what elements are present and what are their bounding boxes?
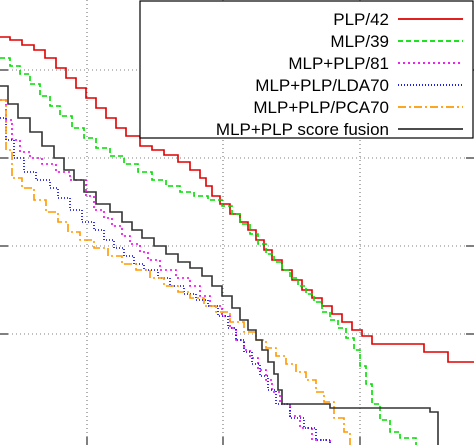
legend-label-6: MLP+PLP score fusion: [216, 120, 389, 139]
series-line-4: [0, 117, 331, 445]
legend: PLP/42 MLP/39 MLP+PLP/81 MLP+PLP/LDA70 MLP+P…: [139, 0, 474, 139]
legend-items: PLP/42 MLP/39 MLP+PLP/81 MLP+PLP/LDA70 MLP+P…: [216, 10, 463, 139]
axis-ticks: [0, 69, 474, 445]
series-line-3: [0, 99, 331, 445]
legend-label-5: MLP+PLP/PCA70: [253, 98, 389, 117]
series-line-2: [0, 57, 417, 445]
legend-label-4: MLP+PLP/LDA70: [255, 76, 389, 95]
legend-label-3: MLP+PLP/81: [288, 54, 389, 73]
series-line-5: [0, 99, 351, 445]
legend-label-1: PLP/42: [333, 10, 389, 29]
legend-box: [139, 0, 474, 139]
series-layer: [0, 36, 474, 445]
series-line-1: [0, 36, 474, 363]
legend-label-2: MLP/39: [330, 32, 389, 51]
series-line-6: [0, 85, 439, 445]
